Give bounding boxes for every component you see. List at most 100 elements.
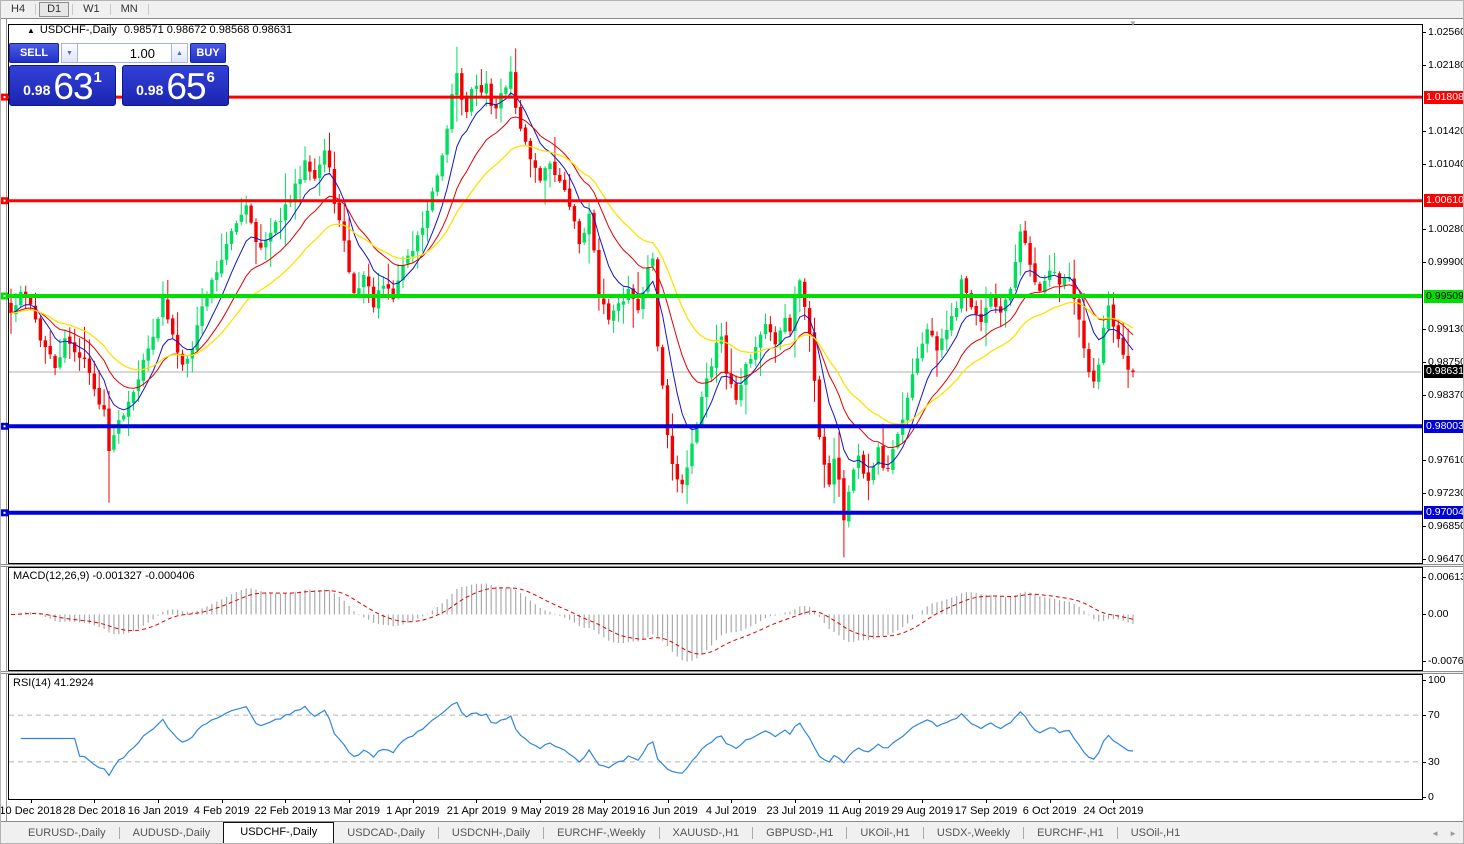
collapse-triangle-icon[interactable]: ▲ — [27, 26, 35, 35]
buy-price-pip: 6 — [206, 69, 215, 86]
timeframe-button-w1[interactable]: W1 — [83, 3, 100, 15]
price-axis-tick — [1422, 493, 1426, 494]
macd-indicator-pane[interactable] — [1, 567, 1464, 671]
price-level-tag: 0.98003 — [1424, 420, 1463, 433]
pane-splitter[interactable] — [1, 564, 1463, 567]
rsi-line — [20, 701, 1134, 777]
chart-tab-usdcnh-daily[interactable]: USDCNH-,Daily — [451, 827, 531, 839]
rsi-indicator-pane[interactable] — [1, 674, 1464, 800]
date-axis-tick — [158, 800, 159, 803]
chart-tab-audusd-daily[interactable]: AUDUSD-,Daily — [132, 827, 211, 839]
chart-tab-xauusd-h1[interactable]: XAUUSD-,H1 — [672, 827, 740, 839]
price-axis-label: 1.02180 — [1428, 58, 1464, 71]
price-level-tag: 0.98631 — [1424, 365, 1463, 378]
chart-tab-ukoil-h1[interactable]: UKOil-,H1 — [860, 827, 910, 839]
rsi-axis-tick — [1422, 797, 1426, 798]
chart-tab-eurchf-h1[interactable]: EURCHF-,H1 — [1037, 827, 1104, 839]
date-axis-tick — [94, 800, 95, 803]
macd-signal-line — [10, 587, 1134, 655]
toolbar-separator — [109, 4, 111, 15]
tab-scroll-left-icon[interactable]: ◄ — [1431, 829, 1440, 838]
sell-price-main: 63 — [53, 65, 93, 107]
toolbar-separator — [147, 4, 149, 15]
macd-axis-label: 0.00 — [1428, 608, 1449, 621]
date-axis-tick — [31, 800, 32, 803]
tab-divider — [437, 827, 439, 839]
price-level-tag: 1.01808 — [1424, 91, 1463, 104]
date-axis-label: 1 Apr 2019 — [386, 805, 440, 817]
date-axis-label: 28 May 2019 — [572, 805, 636, 817]
price-level-tag: 0.97004 — [1424, 506, 1463, 519]
price-axis-label: 0.96470 — [1428, 553, 1464, 565]
buy-price-base: 0.98 — [136, 82, 164, 98]
tab-scroll-controls: ◄ ► — [1421, 829, 1457, 838]
tab-divider — [118, 827, 120, 839]
moving-average-line-8[interactable] — [10, 92, 1134, 468]
chart-tab-usdcad-daily[interactable]: USDCAD-,Daily — [347, 827, 425, 839]
macd-axis-label: -0.007612 — [1428, 655, 1464, 667]
chart-window: ▼ ▲ USDCHF-,Daily 0.98571 0.98672 0.98568 … — [1, 18, 1464, 823]
moving-average-line-30[interactable] — [10, 145, 1134, 425]
chart-tab-eurchf-weekly[interactable]: EURCHF-,Weekly — [557, 827, 646, 839]
chart-tab-eurusd-daily[interactable]: EURUSD-,Daily — [28, 827, 106, 839]
date-axis-label: 28 Dec 2018 — [63, 805, 126, 817]
price-chart-pane[interactable] — [1, 24, 1464, 564]
timeframe-button-h4[interactable]: H4 — [11, 3, 26, 15]
date-axis-label: 11 Aug 2019 — [828, 805, 890, 817]
chart-tab-usdchf-daily[interactable]: USDCHF-,Daily — [223, 822, 335, 843]
trade-controls-row: SELL ▼ 1.00 ▲ BUY — [9, 43, 229, 63]
date-axis-label: 24 Oct 2019 — [1083, 805, 1144, 817]
price-axis-label: 0.97230 — [1428, 487, 1464, 500]
date-axis-tick — [604, 800, 605, 803]
macd-axis-label: 0.00613 — [1428, 571, 1464, 583]
rsi-axis-label: 0 — [1428, 791, 1434, 803]
rsi-axis-tick — [1422, 762, 1426, 763]
price-axis-tick — [1422, 559, 1426, 560]
price-axis-label: 1.00280 — [1428, 223, 1464, 236]
price-axis-tick — [1422, 460, 1426, 461]
tab-divider — [752, 827, 754, 839]
volume-decrease-button[interactable]: ▼ — [61, 43, 78, 63]
price-axis-tick — [1422, 32, 1426, 33]
macd-axis-tick — [1422, 614, 1426, 615]
sell-quote-button[interactable]: 0.98 63 1 — [9, 65, 116, 106]
timeframe-button-d1[interactable]: D1 — [39, 2, 70, 17]
rsi-label: RSI(14) 41.2924 — [13, 677, 94, 689]
volume-increase-button[interactable]: ▲ — [171, 43, 188, 63]
window-left-border — [6, 19, 7, 823]
buy-button[interactable]: BUY — [190, 43, 226, 63]
price-axis-label: 1.01040 — [1428, 157, 1464, 170]
sell-button[interactable]: SELL — [9, 43, 59, 63]
ohlc-values: 0.98571 0.98672 0.98568 0.98631 — [123, 24, 293, 36]
price-axis-label: 0.98370 — [1428, 388, 1464, 401]
buy-price-main: 65 — [166, 65, 206, 107]
one-click-trading-panel: SELL ▼ 1.00 ▲ BUY 0.98 63 1 0.98 65 6 — [9, 43, 229, 106]
date-axis-label: 22 Feb 2019 — [254, 805, 317, 817]
tab-scroll-right-icon[interactable]: ► — [1449, 829, 1457, 838]
chart-tab-usdx-weekly[interactable]: USDX-,Weekly — [936, 827, 1011, 839]
pane-splitter[interactable] — [1, 671, 1463, 674]
date-axis-label: 29 Aug 2019 — [891, 805, 954, 817]
price-axis-label: 1.01420 — [1428, 124, 1464, 137]
buy-quote-button[interactable]: 0.98 65 6 — [122, 65, 229, 106]
toolbar-separator — [35, 4, 37, 15]
date-axis-tick — [731, 800, 732, 803]
date-axis-tick — [540, 800, 541, 803]
chart-symbol-label: USDCHF-,Daily — [39, 24, 117, 36]
price-level-tag: 1.00610 — [1424, 194, 1463, 207]
date-axis-tick — [922, 800, 923, 803]
price-level-tag: 0.99509 — [1424, 290, 1463, 303]
chart-shift-marker-icon[interactable]: ▼ — [1129, 19, 1137, 28]
date-axis-label: 23 Jul 2019 — [766, 805, 824, 817]
price-axis-tick — [1422, 229, 1426, 230]
macd-axis-tick — [1422, 577, 1426, 578]
chart-tab-usoil-h1[interactable]: USOil-,H1 — [1130, 827, 1181, 839]
timeframe-button-mn[interactable]: MN — [120, 3, 138, 15]
price-axis-label: 0.97610 — [1428, 454, 1464, 467]
chart-tab-gbpusd-h1[interactable]: GBPUSD-,H1 — [766, 827, 834, 839]
price-axis-tick — [1422, 65, 1426, 66]
volume-input[interactable]: 1.00 — [78, 43, 171, 63]
date-axis-label: 21 Apr 2019 — [446, 805, 507, 817]
rsi-axis-label: 70 — [1428, 709, 1440, 722]
